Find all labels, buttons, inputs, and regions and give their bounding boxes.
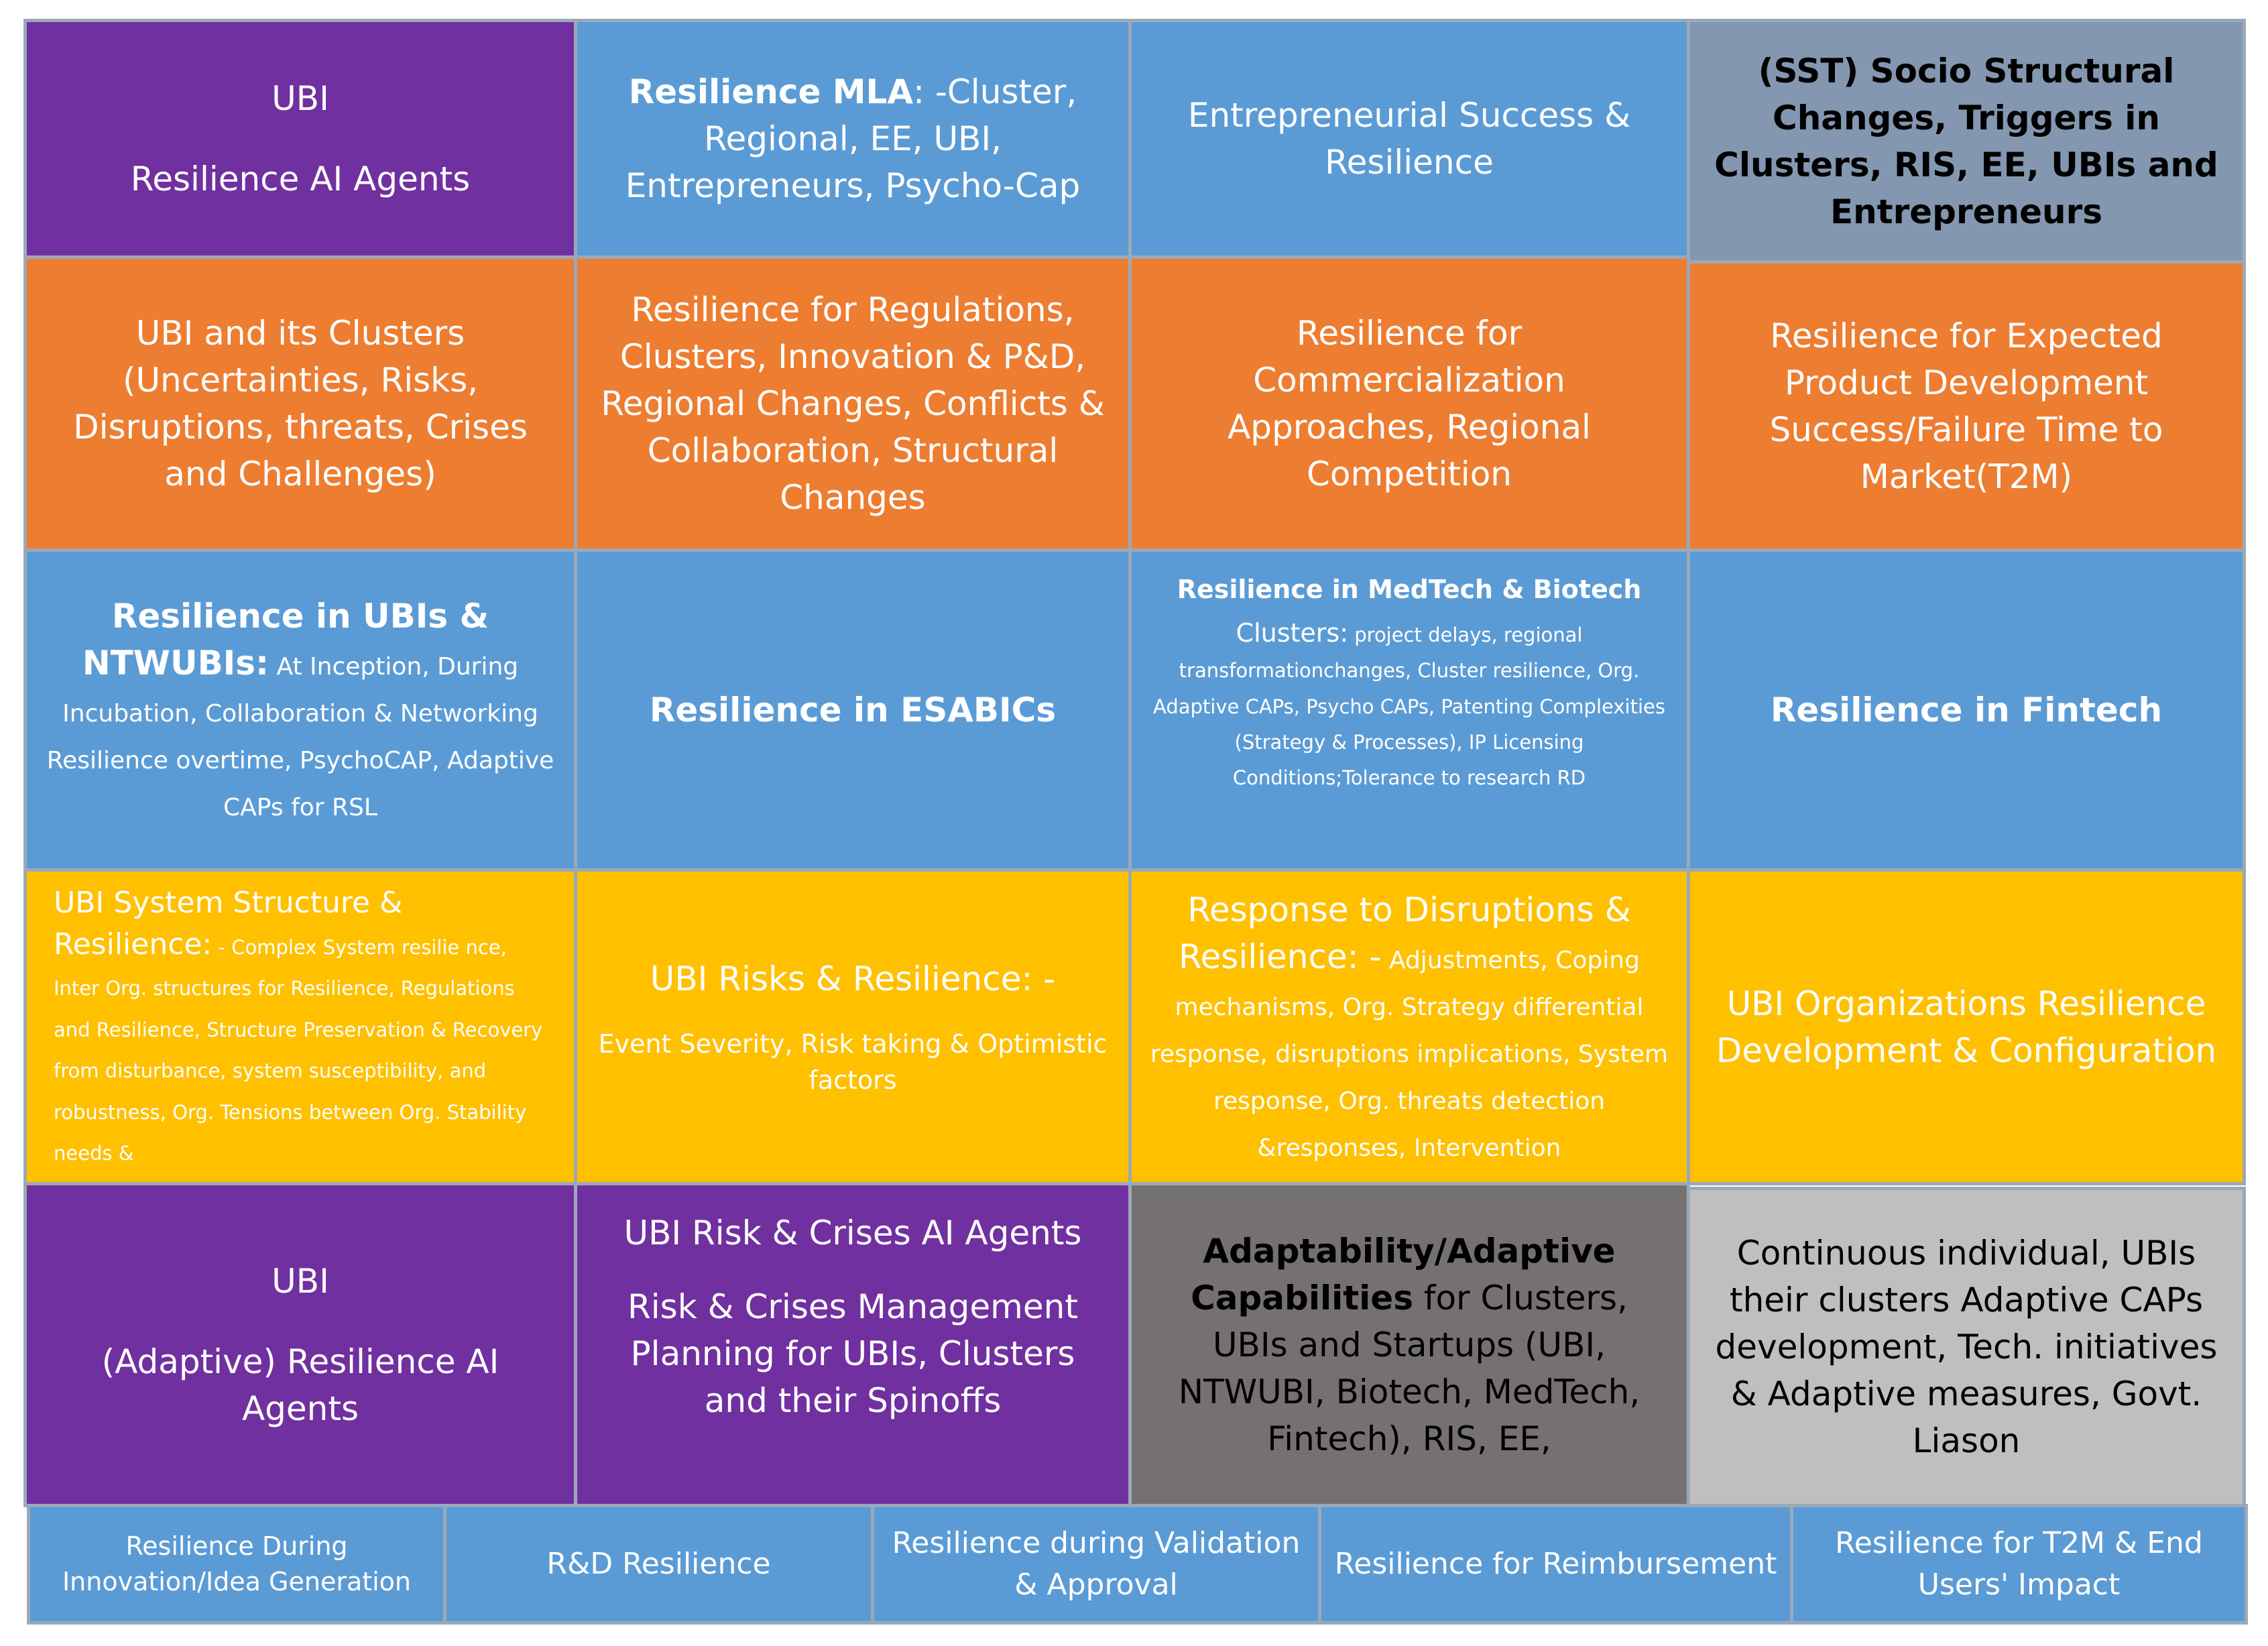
cell-resilience-regulations: Resilience for Regulations, Clusters, In… [574, 255, 1132, 552]
cell-text: UBI Organizations Resilience Development… [1716, 984, 2217, 1070]
cell-bold-text: UBI System Structure & Resilience: [54, 885, 403, 961]
cell-resilience-fintech: Resilience in Fintech [1687, 548, 2246, 872]
cell-text: Resilience for T2M & End Users' Impact [1835, 1526, 2203, 1602]
cell-ubi-adaptive-resilience-agents: UBI (Adaptive) Resilience AI Agents [23, 1182, 577, 1507]
cell-text: Event Severity, Risk taking & Optimistic… [598, 1029, 1108, 1095]
cell-text: Resilience during Validation & Approval [892, 1526, 1301, 1602]
cell-ubi-clusters-uncertainties: UBI and its Clusters (Uncertainties, Ris… [23, 255, 577, 552]
cell-text: - Complex System resilie nce, Inter Org.… [54, 935, 543, 1165]
cell-bold-text: Adaptability/Adaptive Capabilities [1191, 1231, 1616, 1317]
cell-bold-text: Clusters: [1236, 618, 1349, 648]
cell-text: Resilience for Commercialization Approac… [1228, 314, 1591, 493]
cell-text: : -Cluster, Regional, EE, UBI, Entrepren… [625, 72, 1081, 205]
cell-title: UBI Risks & Resilience: - [650, 959, 1056, 999]
cell-line: UBI [272, 1261, 329, 1301]
cell-text: Resilience for Regulations, Clusters, In… [601, 290, 1105, 517]
cell-resilience-commercialization: Resilience for Commercialization Approac… [1128, 255, 1690, 552]
cell-line: Resilience AI Agents [130, 160, 471, 198]
cell-adaptability-capabilities: Adaptability/Adaptive Capabilities for C… [1128, 1182, 1690, 1507]
cell-resilience-esabics: Resilience in ESABICs [574, 548, 1132, 872]
cell-text: Continuous individual, UBIs their cluste… [1715, 1234, 2218, 1460]
phase-reimbursement: Resilience for Reimbursement [1318, 1504, 1793, 1625]
cell-bold-text: Response to Disruptions & Resilience: - [1179, 890, 1631, 976]
cell-text: project delays, regional transformationc… [1153, 624, 1665, 789]
cell-title: UBI Risk & Crises AI Agents [623, 1214, 1082, 1252]
cell-text: UBI and its Clusters (Uncertainties, Ris… [73, 314, 528, 493]
cell-bold-text: Resilience in UBIs & NTWUBIs: [82, 597, 489, 683]
cell-line: UBI [272, 79, 329, 118]
cell-text: Adjustments, Coping mechanisms, Org. Str… [1150, 946, 1669, 1162]
cell-text: Entrepreneurial Success & Resilience [1187, 96, 1631, 182]
cell-resilience-ubis-ntwubis: Resilience in UBIs & NTWUBIs: At Incepti… [23, 548, 577, 872]
cell-text: Resilience in ESABICs [649, 691, 1057, 729]
cell-bold-text: Resilience MLA [628, 72, 914, 111]
cell-text: Resilience for Expected Product Developm… [1769, 316, 2163, 496]
cell-sst-socio-structural: (SST) Socio Structural Changes, Triggers… [1687, 19, 2246, 263]
cell-text: Resilience in Fintech [1770, 691, 2163, 729]
cell-text: Resilience During Innovation/Idea Genera… [62, 1531, 412, 1596]
cell-text: R&D Resilience [546, 1547, 771, 1582]
cell-ubi-resilience-ai-agents: UBI Resilience AI Agents [23, 19, 577, 259]
phase-validation-approval: Resilience during Validation & Approval [871, 1504, 1321, 1625]
cell-entrepreneurial-success: Entrepreneurial Success & Resilience [1128, 19, 1690, 259]
cell-ubi-system-structure: UBI System Structure & Resilience: - Com… [23, 868, 577, 1185]
cell-text: At Inception, During Incubation, Collabo… [46, 653, 554, 821]
cell-bold-text: Resilience in MedTech & Biotech [1177, 575, 1642, 604]
cell-resilience-medtech-biotech: Resilience in MedTech & Biotech Clusters… [1128, 548, 1690, 872]
cell-line: (Adaptive) Resilience AI Agents [101, 1342, 499, 1428]
cell-ubi-organizations-resilience: UBI Organizations Resilience Development… [1687, 868, 2246, 1185]
cell-text: (SST) Socio Structural Changes, Triggers… [1714, 51, 2218, 231]
cell-ubi-risk-crises-agents: UBI Risk & Crises AI Agents Risk & Crise… [574, 1182, 1132, 1507]
phase-innovation-idea-generation: Resilience During Innovation/Idea Genera… [27, 1504, 446, 1625]
cell-resilience-mla: Resilience MLA: -Cluster, Regional, EE, … [574, 19, 1132, 259]
phase-t2m-end-users-impact: Resilience for T2M & End Users' Impact [1790, 1504, 2248, 1625]
cell-ubi-risks-resilience: UBI Risks & Resilience: - Event Severity… [574, 868, 1132, 1185]
cell-resilience-product-development: Resilience for Expected Product Developm… [1687, 260, 2246, 552]
phase-rd-resilience: R&D Resilience [443, 1504, 874, 1625]
cell-text: Resilience for Reimbursement [1334, 1547, 1777, 1582]
cell-response-disruptions: Response to Disruptions & Resilience: - … [1128, 868, 1690, 1185]
cell-continuous-adaptive-caps: Continuous individual, UBIs their cluste… [1687, 1187, 2246, 1507]
cell-text: for Clusters, UBIs and Startups (UBI, NT… [1178, 1278, 1640, 1458]
cell-text: Risk & Crises Management Planning for UB… [628, 1287, 1078, 1420]
